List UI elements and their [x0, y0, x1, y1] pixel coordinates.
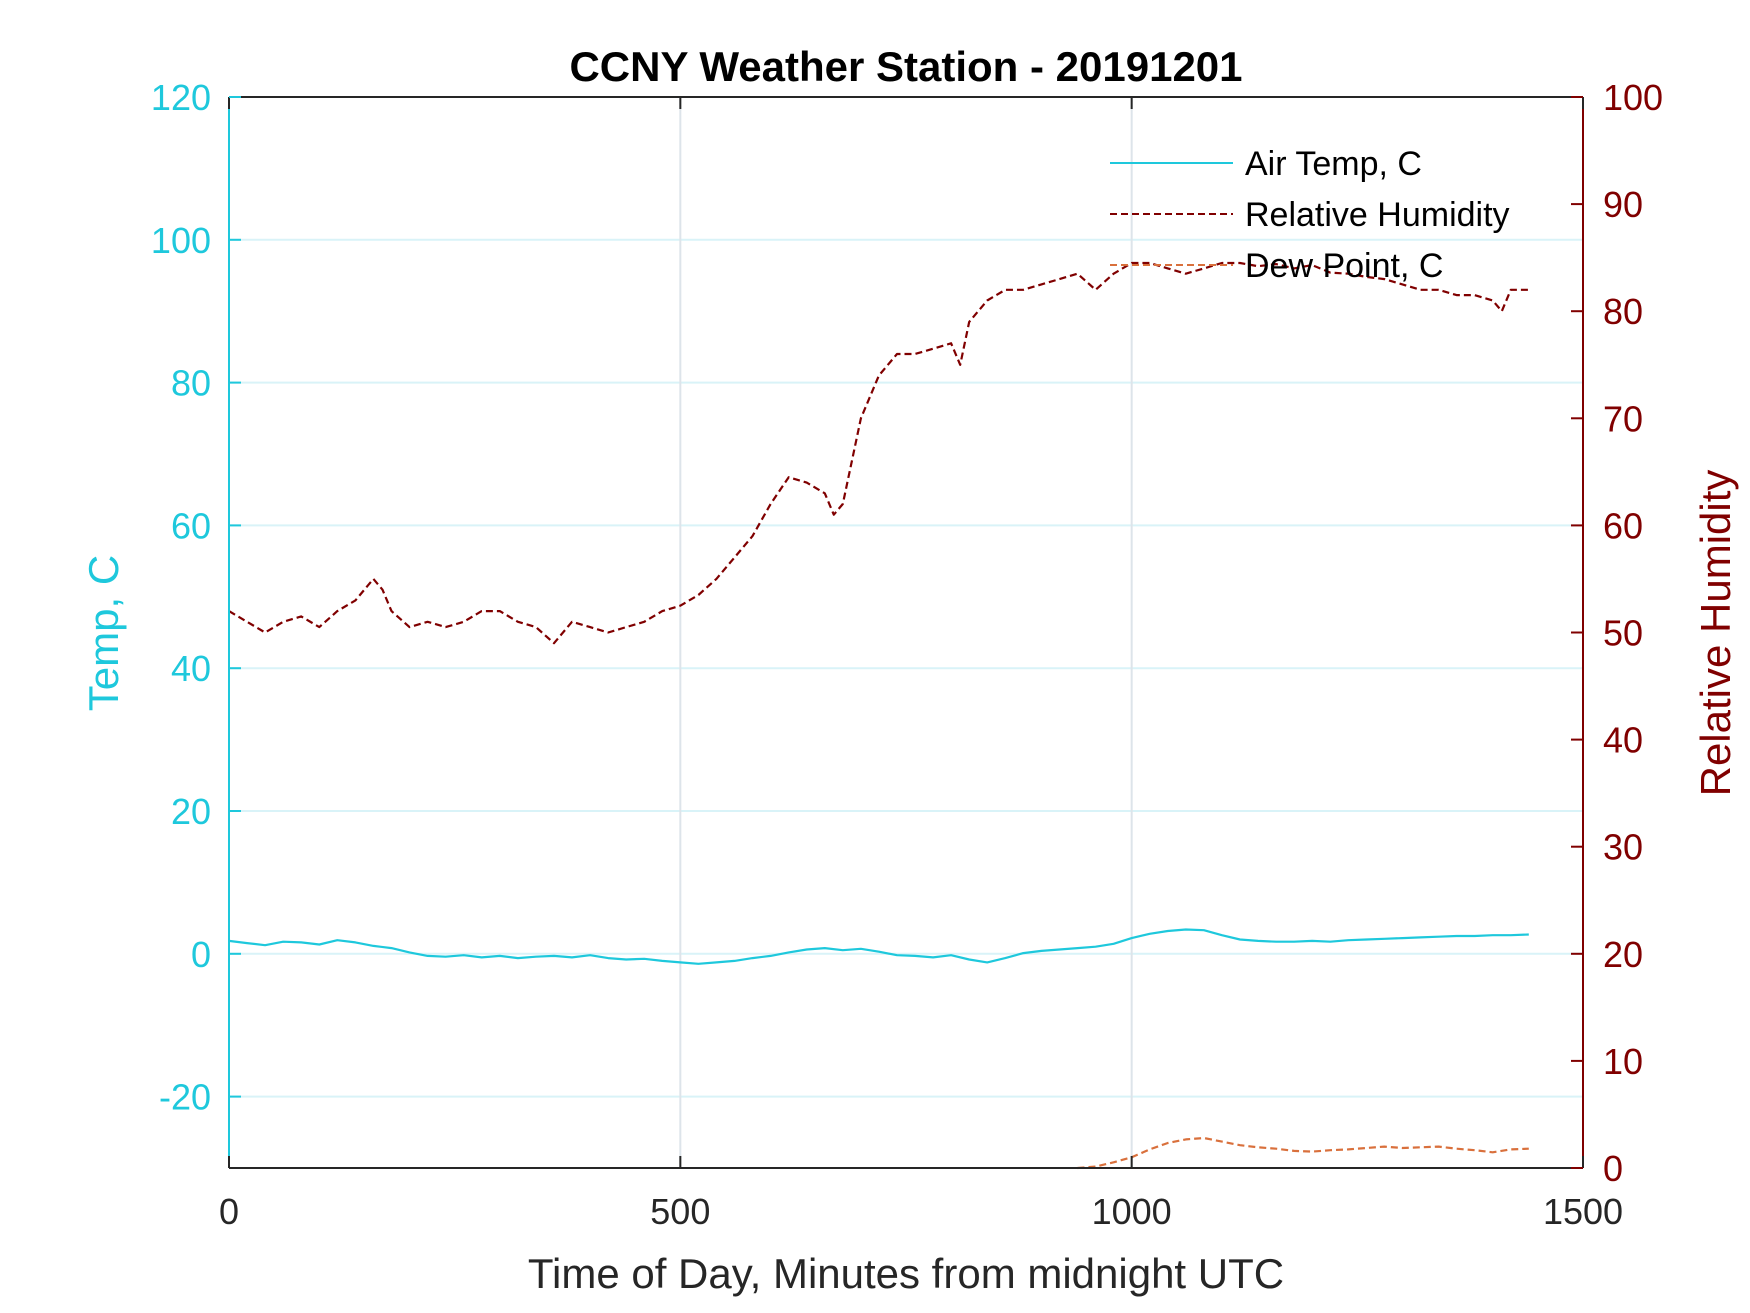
- dew-point-line: [1077, 1136, 1529, 1170]
- air-temp-line: [228, 928, 1529, 965]
- x-tick-label: 1000: [1092, 1191, 1172, 1232]
- legend-label: Relative Humidity: [1245, 196, 1510, 234]
- x-tick-label: 1500: [1543, 1191, 1623, 1232]
- y-tick-label-right: 0: [1603, 1148, 1623, 1189]
- y-axis-label-right: Relative Humidity: [1692, 470, 1739, 797]
- y-tick-label-right: 30: [1603, 827, 1643, 868]
- x-tick-label: 0: [219, 1191, 239, 1232]
- y-tick-label-right: 90: [1603, 184, 1643, 225]
- y-tick-label-right: 10: [1603, 1041, 1643, 1082]
- x-axis-label: Time of Day, Minutes from midnight UTC: [528, 1250, 1284, 1297]
- y-tick-label-left: 60: [171, 505, 211, 546]
- y-tick-label-left: 20: [171, 791, 211, 832]
- y-tick-label-left: 100: [151, 220, 211, 261]
- legend-label: Air Temp, C: [1245, 145, 1422, 183]
- legend-label: Dew Point, C: [1245, 247, 1443, 285]
- y-tick-label-right: 20: [1603, 934, 1643, 975]
- y-tick-label-left: 80: [171, 363, 211, 404]
- y-tick-label-left: -20: [159, 1077, 211, 1118]
- chart-title: CCNY Weather Station - 20191201: [569, 43, 1242, 90]
- grid: [229, 97, 1583, 1168]
- y-axis-label-left: Temp, C: [80, 555, 127, 711]
- series-layer: [228, 261, 1529, 1170]
- relative-humidity-line: [228, 261, 1529, 645]
- axes: [228, 96, 1584, 1169]
- x-tick-label: 500: [650, 1191, 710, 1232]
- y-tick-label-right: 100: [1603, 77, 1663, 118]
- ticks: 0 500 1000 1500 -20 0 20 40 60 80 100 120 0 10 20 30 40 5…: [151, 77, 1663, 1232]
- y-tick-label-right: 70: [1603, 398, 1643, 439]
- y-tick-label-left: 40: [171, 648, 211, 689]
- y-tick-label-right: 50: [1603, 613, 1643, 654]
- y-tick-label-right: 80: [1603, 291, 1643, 332]
- y-tick-label-right: 40: [1603, 720, 1643, 761]
- y-tick-label-left: 0: [191, 934, 211, 975]
- y-tick-label-left: 120: [151, 77, 211, 118]
- legend: Air Temp, C Relative Humidity Dew Point, C: [1110, 145, 1510, 285]
- y-tick-label-right: 60: [1603, 505, 1643, 546]
